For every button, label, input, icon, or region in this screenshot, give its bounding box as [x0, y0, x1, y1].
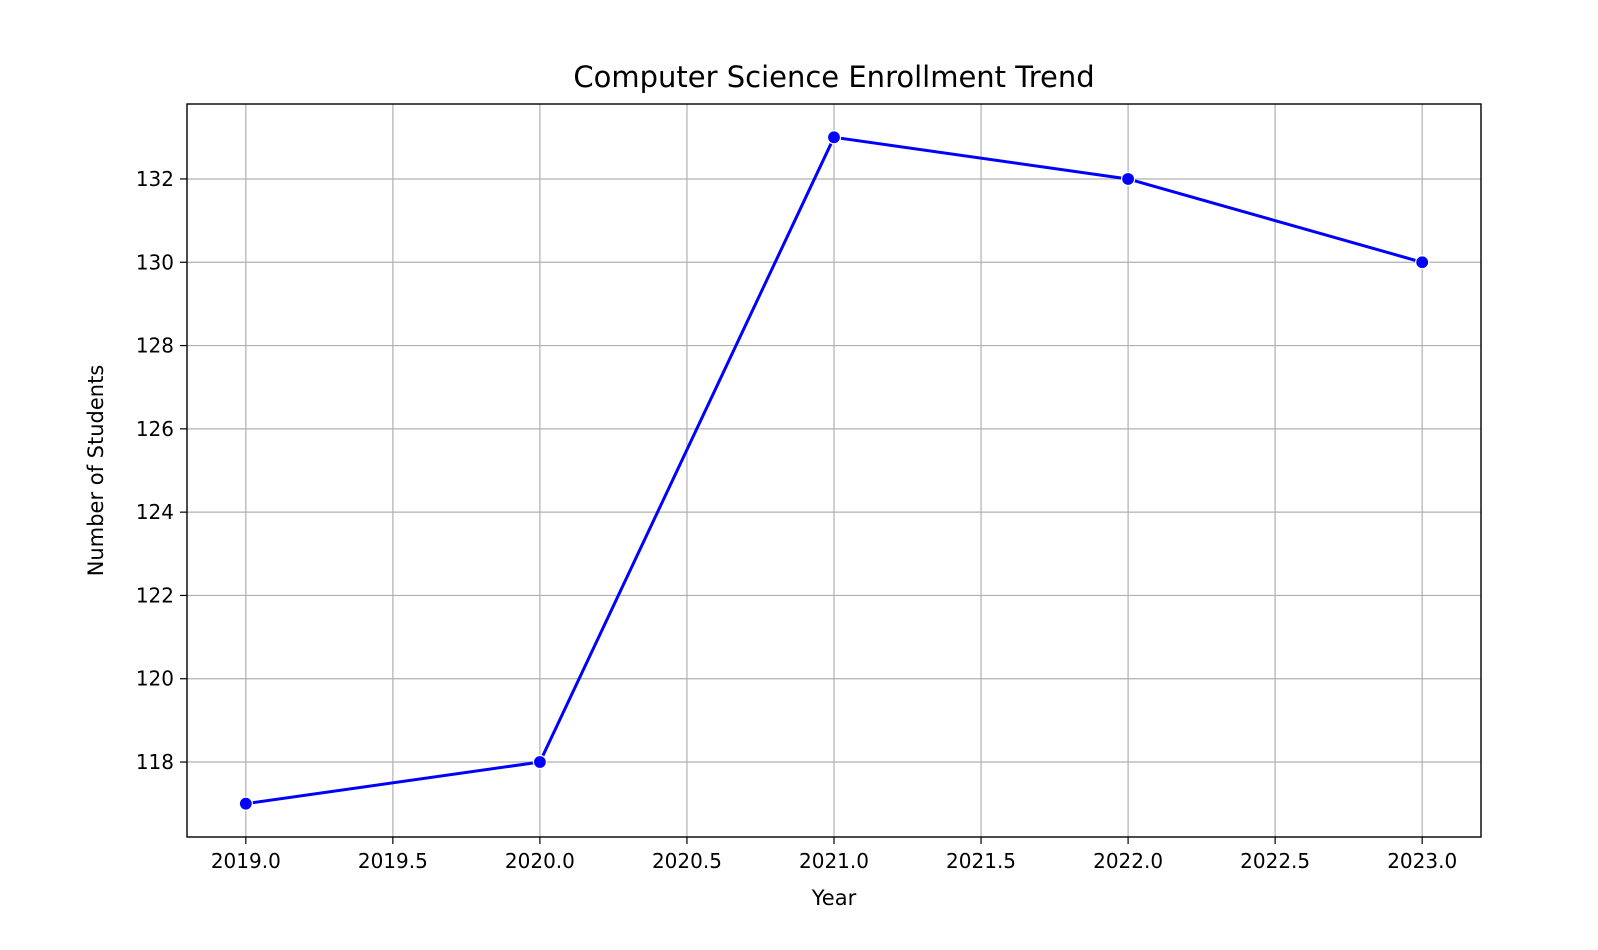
x-axis-label: Year	[811, 886, 857, 910]
grid	[187, 104, 1481, 837]
data-point	[1120, 171, 1136, 187]
data-point	[826, 130, 842, 145]
data-point	[238, 796, 253, 811]
y-tick-label: 126	[136, 417, 174, 441]
data-point	[1415, 255, 1430, 270]
x-tick-label: 2021.5	[946, 849, 1016, 873]
chart-title: Computer Science Enrollment Trend	[573, 60, 1094, 94]
y-axis-label: Number of Students	[84, 365, 108, 577]
x-tick-label: 2020.0	[505, 849, 575, 873]
y-tick-label: 132	[136, 167, 174, 191]
plot-area-frame	[186, 103, 1482, 838]
x-tick-label: 2023.0	[1387, 849, 1457, 873]
axis-ticks: 2019.0 2019.5 2020.0 2020.5 2021.0 2021.5 2022…	[136, 167, 1457, 873]
x-tick-label: 2022.5	[1240, 849, 1310, 873]
x-tick-label: 2019.5	[358, 849, 428, 873]
y-tick-label: 122	[136, 583, 174, 607]
x-tick-label: 2019.0	[211, 849, 281, 873]
x-tick-label: 2020.5	[652, 849, 722, 873]
y-tick-label: 128	[136, 334, 174, 358]
y-tick-label: 118	[136, 750, 174, 774]
y-tick-label: 130	[136, 250, 174, 274]
data-point	[532, 754, 548, 770]
x-tick-label: 2021.0	[799, 849, 869, 873]
y-tick-label: 124	[136, 500, 174, 524]
series-layer	[238, 130, 1430, 811]
x-tick-label: 2022.0	[1093, 849, 1163, 873]
y-tick-label: 120	[136, 667, 174, 691]
